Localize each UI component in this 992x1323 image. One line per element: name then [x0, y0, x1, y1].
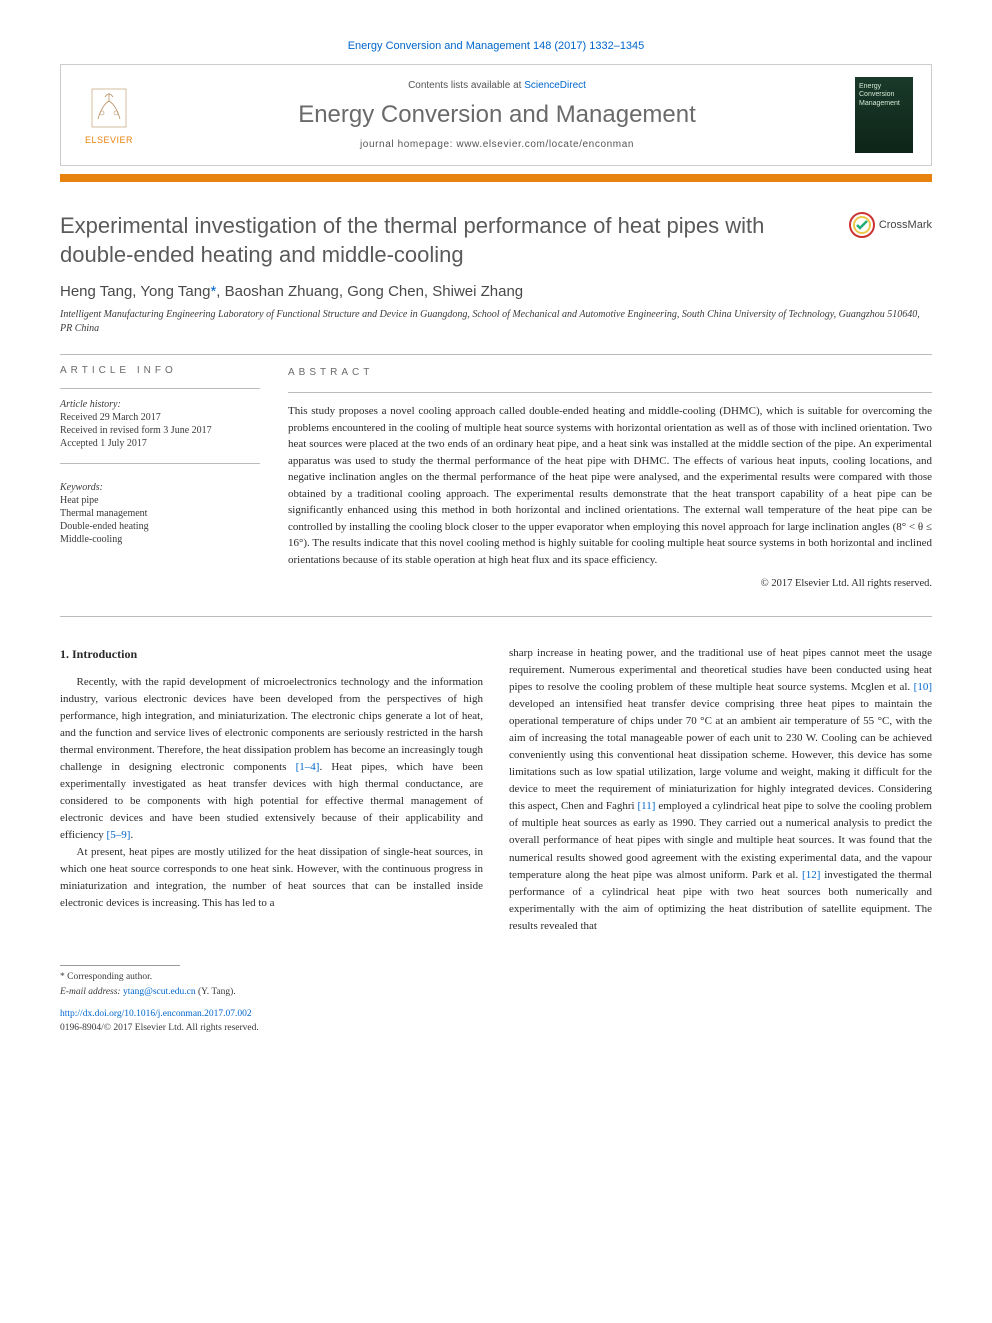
article-info-block: ARTICLE INFO Article history: Received 2…: [60, 365, 260, 592]
info-divider: [60, 388, 260, 389]
keyword: Double-ended heating: [60, 521, 260, 532]
contents-available-line: Contents lists available at ScienceDirec…: [139, 80, 855, 91]
homepage-url[interactable]: www.elsevier.com/locate/enconman: [456, 139, 634, 150]
body-columns: 1. Introduction Recently, with the rapid…: [60, 645, 932, 935]
top-citation: Energy Conversion and Management 148 (20…: [60, 40, 932, 52]
intro-para-2: At present, heat pipes are mostly utiliz…: [60, 844, 483, 912]
affiliation: Intelligent Manufacturing Engineering La…: [60, 308, 932, 336]
keyword: Heat pipe: [60, 495, 260, 506]
email-label: E-mail address:: [60, 987, 123, 997]
cover-text: Energy Conversion Management: [859, 83, 909, 108]
journal-cover-thumbnail: Energy Conversion Management: [855, 77, 913, 153]
info-abstract-row: ARTICLE INFO Article history: Received 2…: [60, 365, 932, 592]
homepage-prefix: journal homepage:: [360, 139, 456, 150]
info-divider-2: [60, 463, 260, 464]
keyword: Thermal management: [60, 508, 260, 519]
footer-block: * Corresponding author. E-mail address: …: [60, 965, 932, 1036]
accepted-date: Accepted 1 July 2017: [60, 438, 260, 449]
email-name: (Y. Tang).: [196, 987, 236, 997]
citation-link[interactable]: [5–9]: [107, 829, 131, 841]
header-center: Contents lists available at ScienceDirec…: [139, 80, 855, 150]
divider-bottom: [60, 616, 932, 617]
journal-name: Energy Conversion and Management: [139, 101, 855, 129]
issn-copyright-line: 0196-8904/© 2017 Elsevier Ltd. All right…: [60, 1021, 932, 1035]
crossmark-icon: [849, 212, 875, 238]
intro-para-1: Recently, with the rapid development of …: [60, 674, 483, 844]
article-info-heading: ARTICLE INFO: [60, 365, 260, 376]
orange-divider-bar: [60, 174, 932, 182]
p3b: developed an intensified heat transfer d…: [509, 698, 932, 812]
authors-lead: Heng Tang, Yong Tang: [60, 283, 210, 300]
contents-prefix: Contents lists available at: [408, 80, 524, 91]
p1a: Recently, with the rapid development of …: [60, 676, 483, 773]
intro-para-3: sharp increase in heating power, and the…: [509, 645, 932, 935]
footnote-rule: [60, 965, 180, 966]
email-line: E-mail address: ytang@scut.edu.cn (Y. Ta…: [60, 985, 932, 999]
citation-link[interactable]: [12]: [802, 869, 820, 881]
section-heading-intro: 1. Introduction: [60, 645, 483, 664]
sciencedirect-link[interactable]: ScienceDirect: [524, 80, 586, 91]
citation-link[interactable]: [1–4]: [296, 761, 320, 773]
citation-link[interactable]: [11]: [638, 800, 656, 812]
crossmark-badge[interactable]: CrossMark: [849, 212, 932, 238]
authors-rest: , Baoshan Zhuang, Gong Chen, Shiwei Zhan…: [216, 283, 523, 300]
crossmark-label: CrossMark: [879, 219, 932, 231]
abstract-heading: ABSTRACT: [288, 365, 932, 380]
corresponding-author-note: * Corresponding author.: [60, 970, 932, 984]
elsevier-logo: ELSEVIER: [79, 85, 139, 145]
history-label: Article history:: [60, 399, 260, 410]
journal-header: ELSEVIER Contents lists available at Sci…: [60, 64, 932, 166]
title-row: Experimental investigation of the therma…: [60, 212, 932, 269]
author-list: Heng Tang, Yong Tang*, Baoshan Zhuang, G…: [60, 283, 932, 300]
abstract-copyright: © 2017 Elsevier Ltd. All rights reserved…: [288, 576, 932, 592]
citation-link[interactable]: [10]: [914, 681, 932, 693]
keyword: Middle-cooling: [60, 534, 260, 545]
email-link[interactable]: ytang@scut.edu.cn: [123, 987, 196, 997]
article-title: Experimental investigation of the therma…: [60, 212, 849, 269]
p1c: .: [130, 829, 133, 841]
abstract-divider: [288, 392, 932, 393]
p3a: sharp increase in heating power, and the…: [509, 647, 932, 693]
publisher-name: ELSEVIER: [79, 135, 139, 145]
journal-homepage-line: journal homepage: www.elsevier.com/locat…: [139, 139, 855, 150]
revised-date: Received in revised form 3 June 2017: [60, 425, 260, 436]
doi-link[interactable]: http://dx.doi.org/10.1016/j.enconman.201…: [60, 1007, 932, 1021]
keywords-label: Keywords:: [60, 482, 260, 493]
abstract-text: This study proposes a novel cooling appr…: [288, 403, 932, 568]
received-date: Received 29 March 2017: [60, 412, 260, 423]
abstract-block: ABSTRACT This study proposes a novel coo…: [288, 365, 932, 592]
divider-top: [60, 354, 932, 355]
